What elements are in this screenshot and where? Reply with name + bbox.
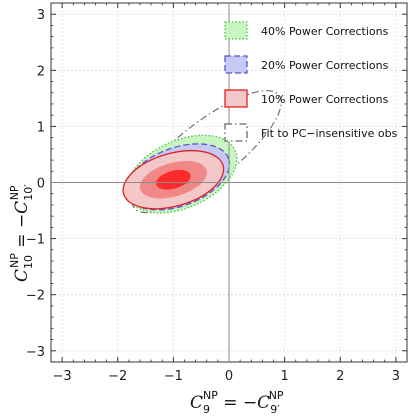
contour-regions <box>122 90 282 214</box>
y-tick-label: −2 <box>26 289 45 304</box>
region-10-power-corrections-level-3 <box>156 169 191 190</box>
x-tick-label: −2 <box>108 369 127 384</box>
y-tick-label: −3 <box>26 345 45 360</box>
y-tick-label: 2 <box>37 64 45 79</box>
legend-label: 20% Power Corrections <box>261 59 389 72</box>
region-fit-to-pc-insensitive-obs <box>131 90 282 214</box>
x-tick-label: 3 <box>392 369 400 384</box>
y-tick-label: 3 <box>37 8 45 23</box>
x-axis-label: C9NP = −C9′NP <box>190 389 284 416</box>
legend-swatch <box>224 55 248 74</box>
x-tick-label: 1 <box>280 369 288 384</box>
legend-label: Fit to PC−insensitive obs <box>261 127 398 140</box>
legend-label: 10% Power Corrections <box>261 93 389 106</box>
tick-labels: −3 −3 −2 −2 −1 −1 0 0 1 1 2 2 3 3 <box>26 8 400 384</box>
legend-swatch <box>224 123 248 142</box>
legend: 40% Power Corrections 20% Power Correctio… <box>224 21 398 142</box>
y-tick-label: −1 <box>26 233 45 248</box>
y-tick-label: 0 <box>37 177 45 192</box>
y-tick-label: 1 <box>37 120 45 135</box>
legend-swatch <box>224 21 248 40</box>
y-axis-label: C10NP = −C10′NP <box>8 184 35 282</box>
axes <box>50 2 408 363</box>
legend-label: 40% Power Corrections <box>261 25 389 38</box>
x-tick-label: 2 <box>336 369 344 384</box>
x-tick-label: 0 <box>225 369 233 384</box>
x-tick-label: −1 <box>164 369 183 384</box>
legend-swatch <box>224 89 248 108</box>
x-tick-label: −3 <box>53 369 72 384</box>
